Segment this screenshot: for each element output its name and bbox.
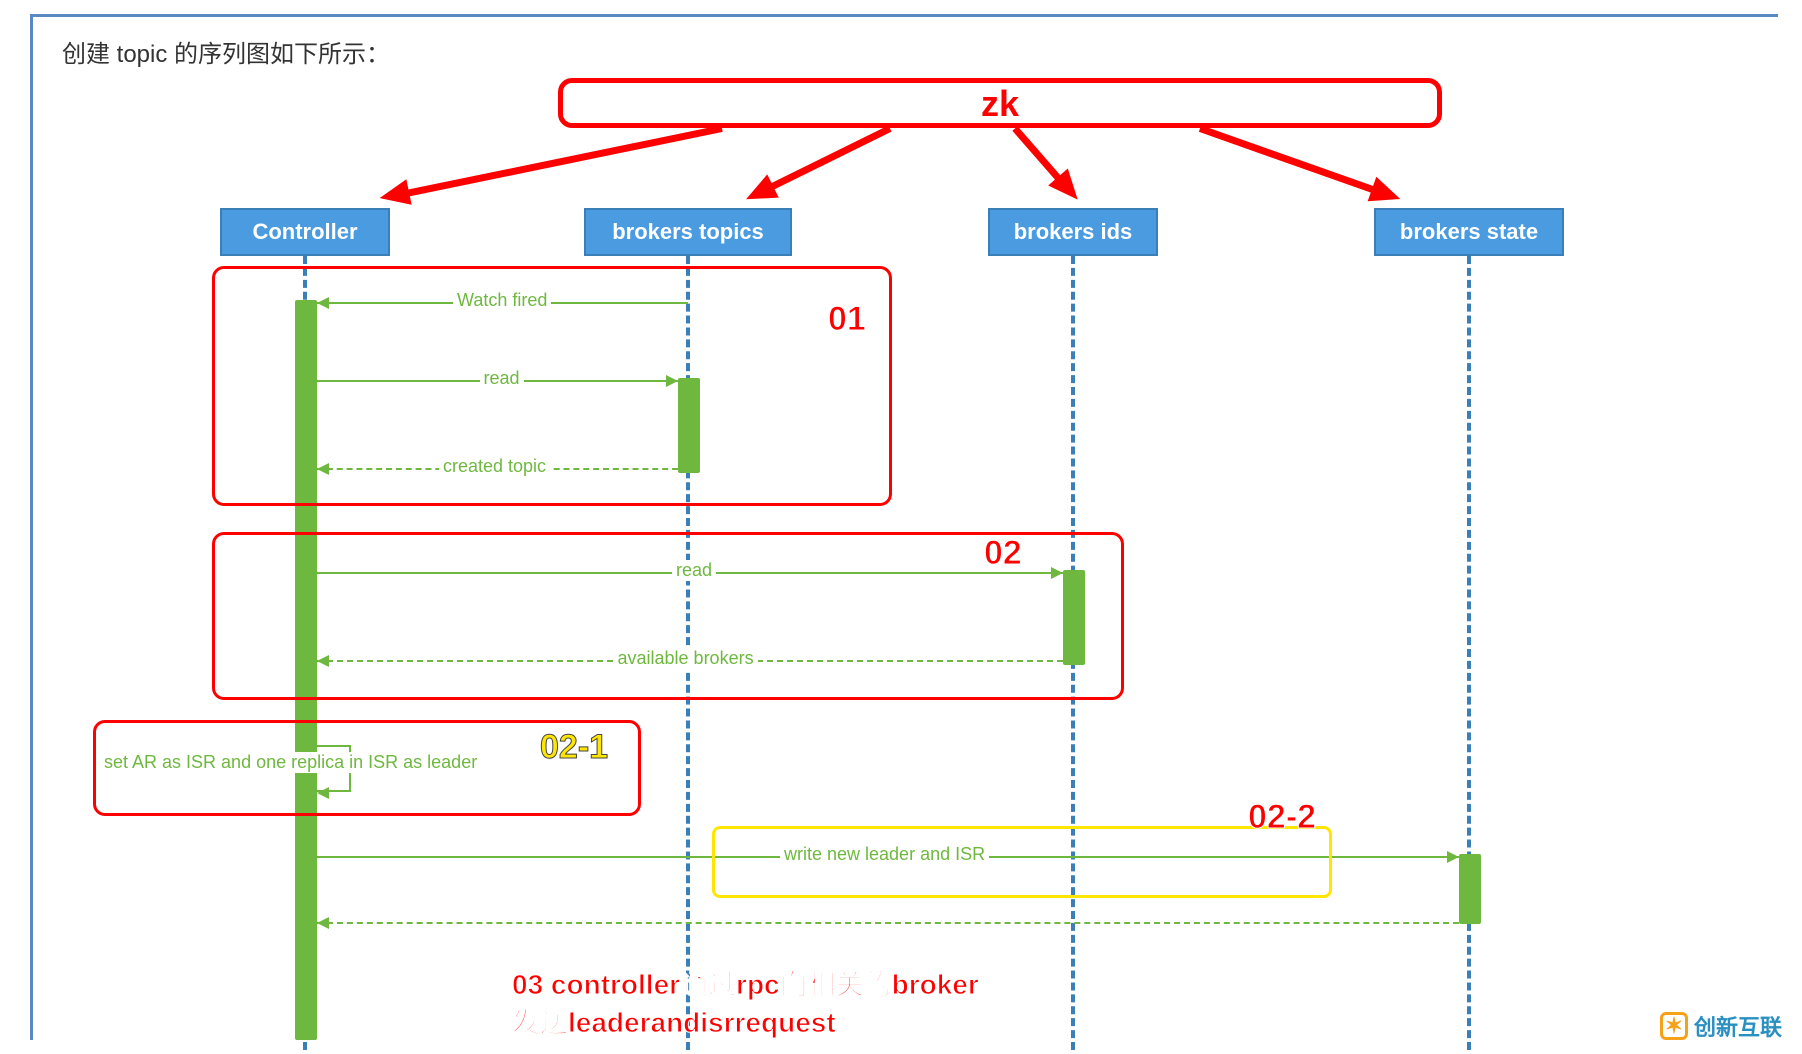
frame-label-f02-1: 02-1 xyxy=(540,728,608,767)
note-line-2: 发送leaderandisrrequest xyxy=(512,1004,979,1042)
lifeline-brokers-state xyxy=(1467,256,1471,1050)
zk-label: zk xyxy=(981,83,1019,124)
watermark-icon: ✶ xyxy=(1660,1012,1688,1040)
note-line-1: 03 controller通过rpc向相关的broker xyxy=(512,966,979,1004)
participant-brokers-ids: brokers ids xyxy=(988,208,1158,256)
zk-box: zk xyxy=(558,78,1442,128)
msg-arrow-m7 xyxy=(317,917,329,929)
frame-label-f02-2: 02-2 xyxy=(1248,798,1316,837)
msg-arrow-m6 xyxy=(1447,851,1459,863)
intro-text: 创建 topic 的序列图如下所示： xyxy=(62,34,390,69)
participant-brokers-state: brokers state xyxy=(1374,208,1564,256)
frame-f02-2 xyxy=(712,826,1332,898)
act-state xyxy=(1459,854,1481,924)
participant-brokers-topics: brokers topics xyxy=(584,208,792,256)
frame-f01 xyxy=(212,266,892,506)
participant-controller: Controller xyxy=(220,208,390,256)
note-text: 03 controller通过rpc向相关的broker 发送leaderand… xyxy=(512,966,979,1042)
watermark: ✶ 创新互联 xyxy=(1660,1010,1782,1042)
watermark-text: 创新互联 xyxy=(1694,1010,1782,1042)
frame-label-f01: 01 xyxy=(828,300,866,339)
frame-label-f02: 02 xyxy=(984,534,1022,573)
msg-m7 xyxy=(317,922,1459,924)
